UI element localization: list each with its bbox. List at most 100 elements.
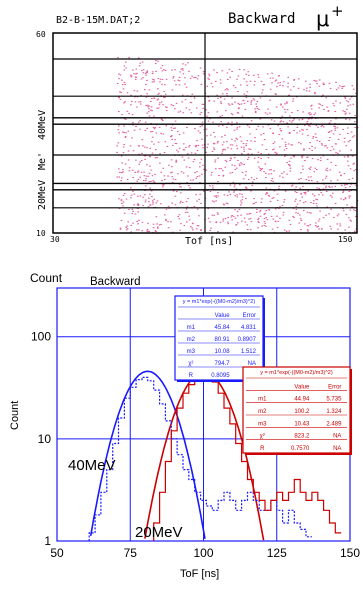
scatter-point: [315, 222, 317, 224]
scatter-point: [206, 115, 208, 117]
scatter-point: [236, 122, 238, 124]
scatter-point: [166, 145, 169, 147]
scatter-point: [354, 230, 356, 232]
scatter-point: [340, 175, 342, 177]
scatter-point: [348, 178, 351, 180]
scatter-point: [212, 185, 214, 187]
scatter-point: [213, 69, 215, 71]
scatter-point: [134, 213, 137, 215]
scatter-point: [247, 71, 250, 73]
scatter-point: [215, 222, 217, 224]
scatter-point: [238, 208, 241, 210]
scatter-point: [307, 225, 310, 227]
scatter-point: [178, 76, 181, 78]
scatter-point: [239, 84, 242, 86]
scatter-point: [249, 212, 252, 214]
scatter-point: [335, 118, 337, 120]
scatter-point: [199, 113, 201, 115]
scatter-point: [304, 193, 307, 195]
scatter-point: [121, 172, 123, 174]
scatter-point: [295, 205, 298, 207]
scatter-point: [233, 129, 236, 131]
scatter-point: [181, 68, 184, 70]
scatter-point: [205, 169, 208, 171]
scatter-point: [260, 201, 263, 203]
scatter-point: [236, 126, 239, 128]
top-header-text: B2-B-15M.DAT;2: [56, 15, 140, 26]
scatter-point: [142, 205, 144, 207]
scatter-point: [230, 216, 233, 218]
scatter-point: [165, 125, 167, 127]
scatter-point: [161, 120, 164, 122]
scatter-point: [247, 100, 249, 102]
scatter-point: [317, 126, 319, 128]
scatter-point: [265, 225, 267, 227]
scatter-point: [307, 176, 310, 178]
scatter-point: [157, 88, 159, 90]
scatter-point: [253, 99, 256, 101]
scatter-point: [285, 148, 288, 150]
scatter-point: [232, 215, 235, 217]
scatter-point: [286, 102, 288, 104]
scatter-point: [309, 224, 312, 226]
scatter-point: [217, 97, 219, 99]
scatter-point: [325, 214, 327, 216]
scatter-point: [222, 174, 225, 176]
scatter-point: [147, 106, 149, 108]
stat-cell: 44.94: [294, 397, 310, 403]
scatter-point: [144, 185, 147, 187]
scatter-point: [350, 96, 353, 98]
scatter-point: [295, 208, 298, 210]
scatter-point: [275, 93, 277, 95]
scatter-point: [286, 122, 289, 124]
scatter-point: [131, 114, 134, 116]
scatter-point: [250, 100, 253, 102]
stat-box-frame: [174, 295, 264, 381]
scatter-point: [321, 194, 324, 196]
scatter-point: [222, 175, 224, 177]
scatter-point: [211, 214, 214, 216]
scatter-point: [145, 83, 147, 85]
scatter-point: [165, 220, 167, 222]
scatter-point: [238, 126, 241, 128]
scatter-point: [233, 85, 235, 87]
scatter-point: [296, 132, 298, 134]
scatter-point: [342, 190, 345, 192]
scatter-point: [208, 99, 211, 101]
scatter-point: [270, 119, 273, 121]
scatter-point: [304, 191, 307, 193]
scatter-point: [251, 184, 254, 186]
scatter-point: [193, 158, 196, 160]
scatter-point: [302, 111, 304, 113]
scatter-point: [157, 107, 160, 109]
scatter-point: [125, 229, 128, 231]
scatter-point: [158, 102, 161, 104]
scatter-point: [146, 127, 148, 129]
scatter-point: [228, 104, 231, 106]
scatter-point: [325, 169, 327, 171]
scatter-point: [130, 76, 133, 78]
scatter-point: [219, 116, 222, 118]
scatter-point: [199, 193, 201, 195]
scatter-point: [274, 208, 277, 210]
stat-cell: 0.8907: [238, 337, 257, 343]
scatter-point: [136, 220, 138, 222]
stat-cell: m2: [187, 337, 196, 343]
scatter-point: [249, 133, 251, 135]
scatter-point: [248, 126, 251, 128]
scatter-point: [254, 111, 257, 113]
scatter-point: [261, 198, 263, 200]
scatter-point: [125, 61, 127, 63]
scatter-point: [148, 89, 151, 91]
scatter-point: [351, 206, 354, 208]
scatter-point: [273, 141, 276, 143]
scatter-point: [148, 105, 151, 107]
scatter-point: [192, 229, 194, 231]
scatter-point: [283, 149, 286, 151]
scatter-point: [265, 210, 267, 212]
scatter-point: [347, 141, 350, 143]
scatter-point: [132, 150, 135, 152]
scatter-point: [241, 171, 244, 173]
scatter-point: [324, 177, 327, 179]
scatter-point: [156, 200, 159, 202]
